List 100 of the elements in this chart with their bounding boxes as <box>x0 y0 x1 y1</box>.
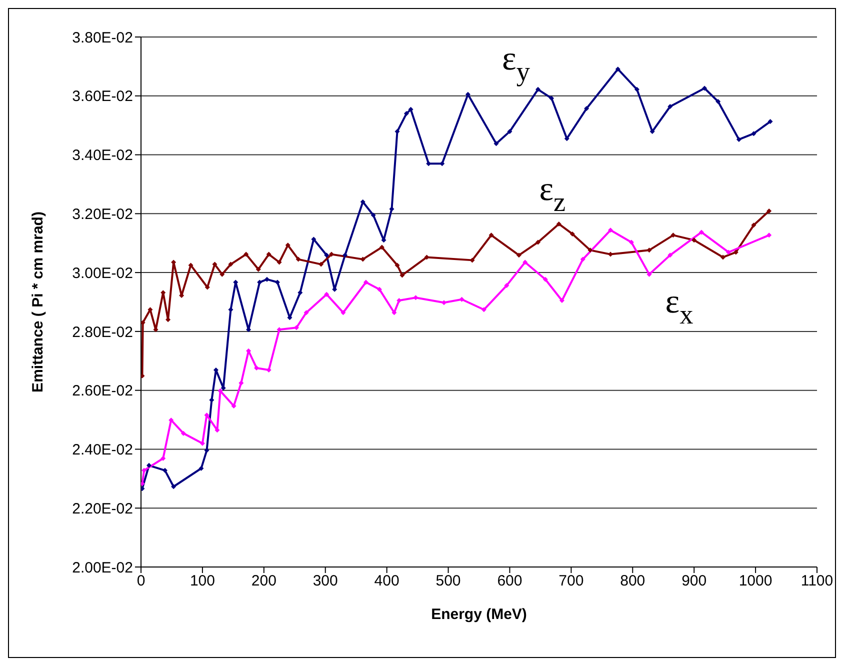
point <box>488 232 494 238</box>
point <box>256 266 261 272</box>
point <box>146 462 152 468</box>
point <box>188 262 194 268</box>
point <box>522 260 528 265</box>
point <box>180 430 186 436</box>
point <box>535 86 540 92</box>
point <box>768 119 773 124</box>
point <box>244 252 249 257</box>
point <box>507 129 512 134</box>
point <box>634 86 640 92</box>
y-tick-label: 3.60E-02 <box>72 88 133 106</box>
point <box>392 310 397 316</box>
point <box>276 260 282 265</box>
point <box>440 161 445 166</box>
point <box>516 252 522 258</box>
point <box>494 141 499 146</box>
point <box>556 221 562 226</box>
point <box>318 262 324 267</box>
point <box>580 256 586 262</box>
point <box>404 111 409 116</box>
y-tick-label: 3.20E-02 <box>72 206 133 223</box>
point <box>459 296 464 302</box>
point <box>400 272 405 278</box>
point <box>628 240 634 245</box>
point <box>304 310 309 316</box>
point <box>692 238 697 243</box>
point <box>360 256 366 262</box>
y-tick-label: 2.40E-02 <box>72 442 133 459</box>
point <box>668 104 673 109</box>
point <box>646 248 652 253</box>
y-tick-label: 3.00E-02 <box>72 264 133 282</box>
y-tick-label: 2.20E-02 <box>72 500 133 518</box>
series-label: ε$_{y}$ <box>502 40 530 86</box>
y-tick-label: 2.80E-02 <box>72 324 133 341</box>
x-tick-label: 0 <box>136 572 146 590</box>
point <box>564 136 570 142</box>
point <box>198 466 204 471</box>
point <box>238 380 244 386</box>
point <box>370 212 376 218</box>
point <box>549 96 554 101</box>
y-axis-title: Emittance ( Pi * cm mrad) <box>29 212 46 392</box>
x-tick-label: 1000 <box>738 572 772 590</box>
x-tick-label: 800 <box>620 572 646 590</box>
point <box>360 199 366 204</box>
point <box>584 106 590 112</box>
point <box>266 368 272 373</box>
point <box>535 240 540 245</box>
point <box>670 232 676 238</box>
point <box>296 256 301 262</box>
point <box>168 418 174 423</box>
point <box>766 232 772 238</box>
point <box>141 486 145 492</box>
point <box>736 136 742 142</box>
x-tick-label: 500 <box>436 572 461 590</box>
point <box>363 280 368 285</box>
point <box>298 290 303 296</box>
point <box>698 230 704 235</box>
point <box>376 286 382 292</box>
point <box>220 272 225 277</box>
x-tick-label: 900 <box>682 572 707 590</box>
point <box>342 252 348 258</box>
point <box>379 244 384 250</box>
point <box>608 228 614 233</box>
point <box>142 468 147 473</box>
point <box>276 327 282 332</box>
point <box>141 481 145 486</box>
x-tick-label: 100 <box>190 572 215 590</box>
point <box>285 242 290 248</box>
point <box>726 250 732 255</box>
x-tick-label: 200 <box>251 572 276 590</box>
point <box>162 468 168 473</box>
point <box>204 284 210 290</box>
point <box>200 440 205 446</box>
series-label: ε$_{x}$ <box>665 283 694 330</box>
point <box>646 272 652 277</box>
point <box>542 276 548 282</box>
point <box>559 298 564 304</box>
point <box>324 252 330 258</box>
y-tick-label: 3.40E-02 <box>72 147 133 164</box>
point <box>716 98 721 104</box>
point <box>751 131 756 136</box>
point <box>264 276 270 282</box>
x-tick-label: 600 <box>497 572 522 590</box>
y-tick-label: 3.80E-02 <box>72 29 133 46</box>
point <box>441 300 446 306</box>
point <box>329 252 334 257</box>
point <box>504 283 510 288</box>
point <box>668 252 673 258</box>
point <box>274 280 280 285</box>
x-tick-label: 700 <box>558 572 584 590</box>
y-tick-label: 2.60E-02 <box>72 382 133 400</box>
x-tick-label: 300 <box>312 572 338 590</box>
x-tick-label: 400 <box>374 572 400 590</box>
x-axis-title: Energy (MeV) <box>431 606 527 623</box>
point <box>588 248 593 253</box>
point <box>394 262 400 268</box>
point <box>615 66 620 72</box>
point <box>160 456 166 461</box>
point <box>720 254 726 260</box>
